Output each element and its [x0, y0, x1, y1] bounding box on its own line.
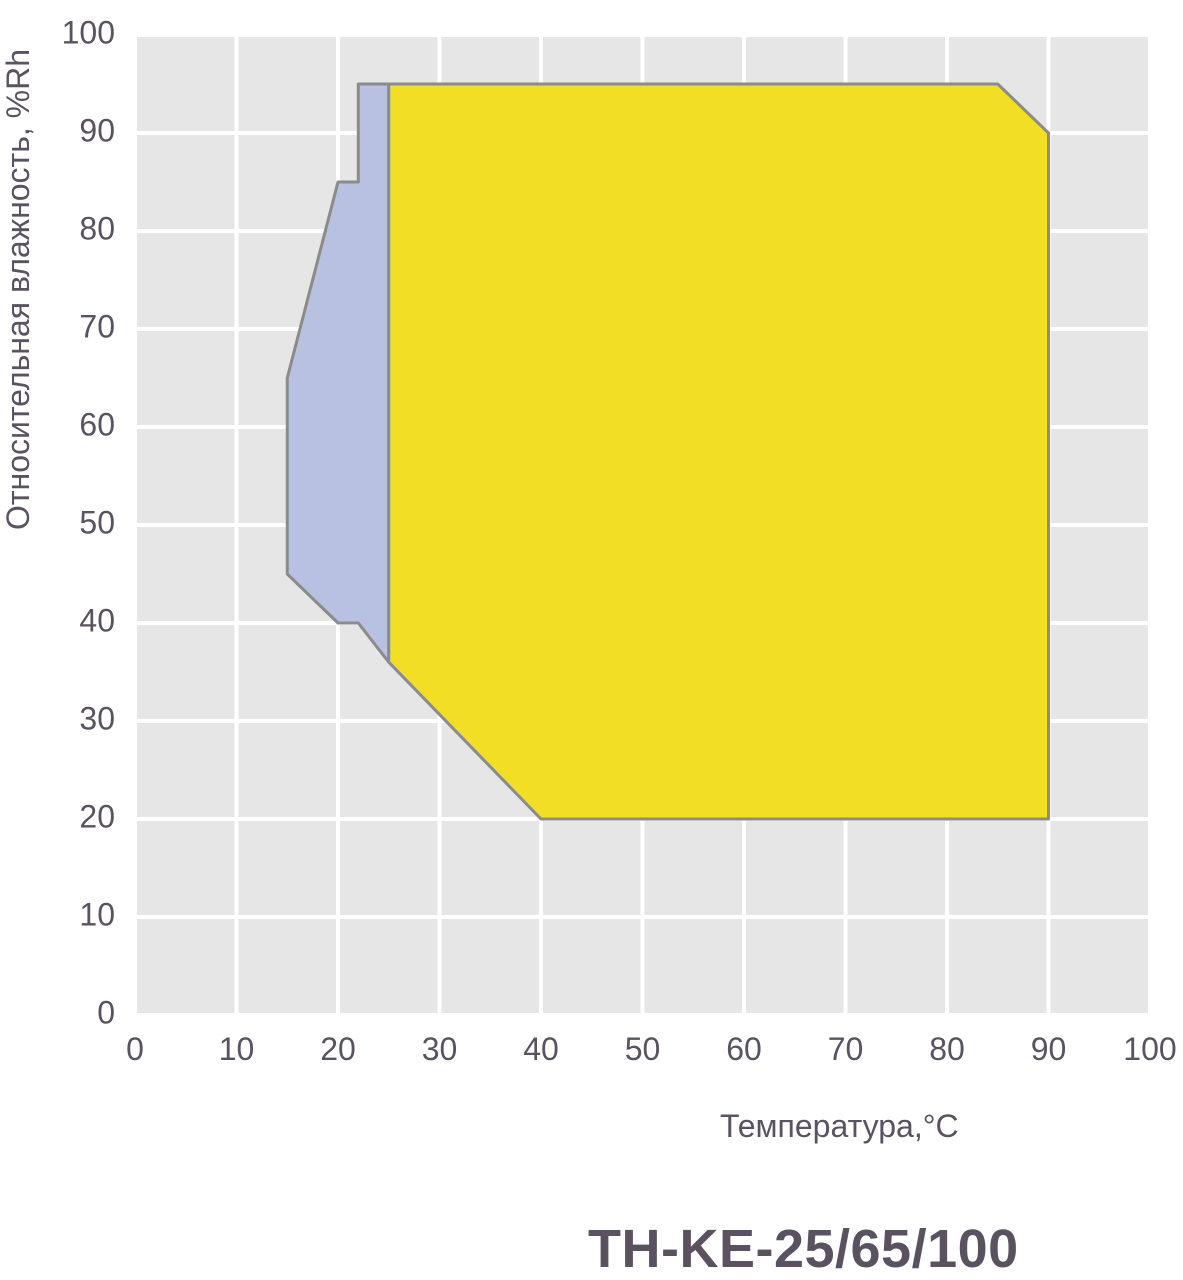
y-tick-label: 90 — [79, 112, 115, 148]
y-tick-label: 0 — [97, 994, 115, 1030]
x-tick-label: 50 — [625, 1031, 661, 1067]
y-tick-label: 20 — [79, 798, 115, 834]
x-tick-label: 10 — [219, 1031, 255, 1067]
y-tick-label: 10 — [79, 896, 115, 932]
y-tick-label: 70 — [79, 308, 115, 344]
y-tick-label: 50 — [79, 504, 115, 540]
x-tick-label: 20 — [320, 1031, 356, 1067]
x-tick-label: 100 — [1123, 1031, 1176, 1067]
y-tick-label: 60 — [79, 406, 115, 442]
x-tick-label: 70 — [828, 1031, 864, 1067]
x-tick-label: 90 — [1031, 1031, 1067, 1067]
chart-svg: 0 10 20 30 40 50 60 70 80 90 100 0 10 20 30 40 50 60 70 80 9… — [0, 0, 1183, 1090]
y-axis-label: Относительная влажность, %Rh — [0, 49, 37, 530]
yellow-region — [389, 84, 1049, 819]
x-tick-label: 30 — [422, 1031, 458, 1067]
chart-container: Относительная влажность, %Rh Температура… — [0, 0, 1183, 1280]
x-tick-label: 60 — [726, 1031, 762, 1067]
y-tick-label: 40 — [79, 602, 115, 638]
x-tick-label: 80 — [929, 1031, 965, 1067]
x-tick-label: 40 — [523, 1031, 559, 1067]
model-label: TH-KE-25/65/100 — [588, 1218, 1019, 1280]
y-tick-label: 100 — [62, 14, 115, 50]
x-tick-label: 0 — [126, 1031, 144, 1067]
y-tick-label: 30 — [79, 700, 115, 736]
x-axis-label: Температура,°C — [720, 1108, 959, 1145]
y-tick-label: 80 — [79, 210, 115, 246]
